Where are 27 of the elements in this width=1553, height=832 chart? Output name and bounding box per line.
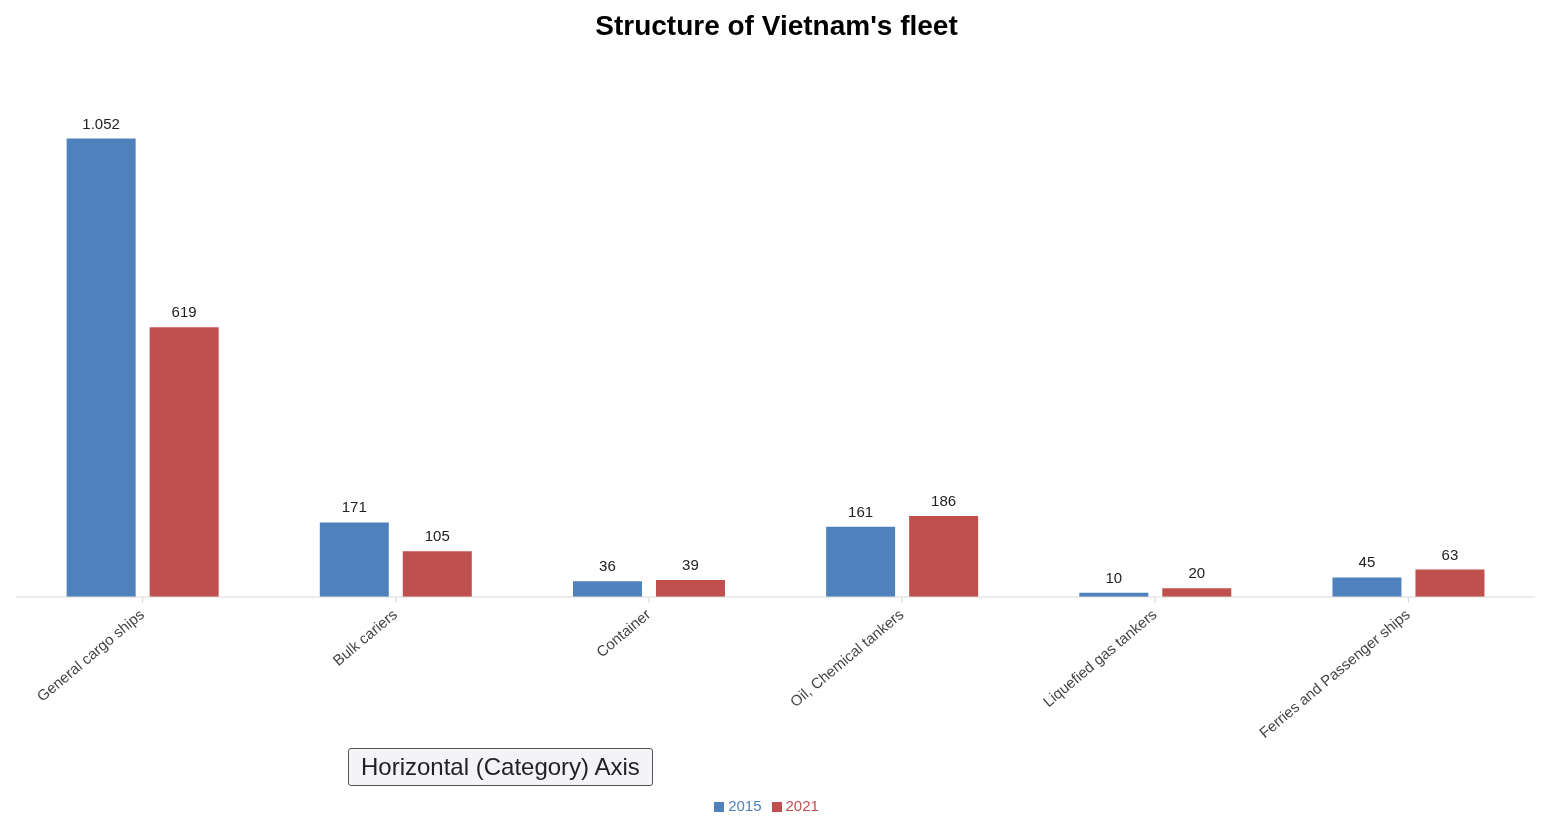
- data-label: 20: [1188, 564, 1206, 582]
- bar: [1162, 588, 1232, 597]
- bar: [826, 526, 896, 597]
- bar: [572, 581, 642, 597]
- bar: [655, 580, 725, 597]
- data-label: 619: [171, 303, 197, 321]
- data-label: 1.052: [82, 114, 120, 132]
- bar: [909, 515, 979, 597]
- data-label: 63: [1441, 545, 1459, 563]
- bar: [149, 327, 219, 597]
- data-label: 171: [341, 498, 367, 516]
- bar: [319, 522, 389, 597]
- data-label: 10: [1105, 568, 1123, 586]
- data-label: 105: [424, 527, 450, 545]
- data-label: 36: [599, 557, 616, 575]
- legend-label: 2021: [785, 797, 819, 814]
- bar: [1415, 569, 1485, 597]
- bar: [1332, 577, 1402, 597]
- data-label: 186: [931, 491, 957, 509]
- data-label: 45: [1358, 553, 1376, 571]
- legend-label: 2015: [728, 797, 762, 814]
- data-label: 161: [848, 502, 874, 520]
- bar: [402, 551, 472, 597]
- bar: [66, 138, 136, 597]
- chart-title: Structure of Vietnam's fleet: [594, 9, 959, 43]
- data-label: 39: [682, 556, 699, 573]
- text: Horizontal (Category) Axis: [348, 748, 653, 786]
